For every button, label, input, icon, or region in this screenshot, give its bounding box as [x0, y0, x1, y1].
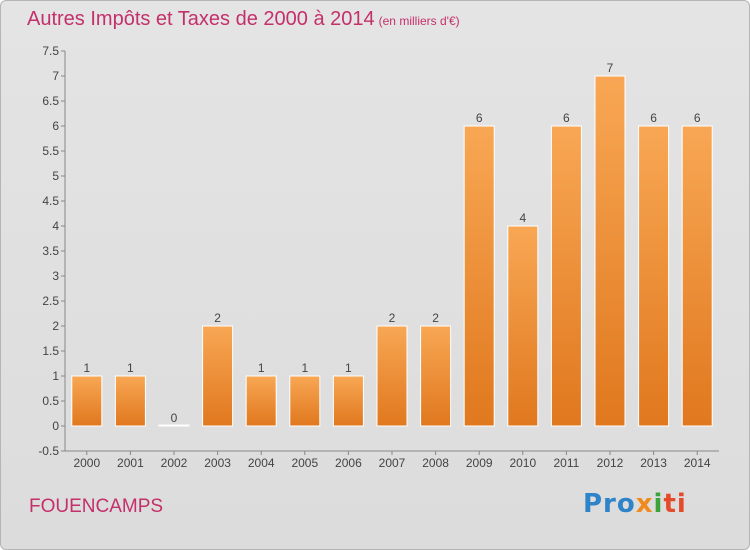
x-tick-label: 2014: [684, 456, 711, 470]
value-label-2003: 2: [214, 311, 221, 325]
x-tick-label: 2002: [161, 456, 188, 470]
y-tick-label: 2.5: [42, 294, 59, 308]
y-tick-label: 7.5: [42, 44, 59, 58]
x-axis-ticks: 2000 2001 2002 2003 2004 2005 2006 2007 2008 2009…: [73, 451, 711, 470]
x-tick-label: 2010: [509, 456, 536, 470]
value-label-2014: 6: [694, 111, 701, 125]
bar-2004: [245, 375, 277, 427]
x-tick-label: 2012: [597, 456, 624, 470]
value-label-2002: 0: [171, 411, 178, 425]
proxiti-logo: Proxiti: [583, 489, 687, 519]
logo-part-x: x: [635, 489, 654, 519]
value-label-2012: 7: [607, 61, 614, 75]
chart-title-unit: (en milliers d'€): [378, 14, 460, 28]
x-tick-label: 2009: [466, 456, 493, 470]
chart-title: Autres Impôts et Taxes de 2000 à 2014 (en…: [27, 8, 460, 31]
y-tick-label: 1: [52, 369, 59, 383]
bar-2006: [332, 375, 364, 427]
x-tick-label: 2007: [379, 456, 406, 470]
y-tick-label: 6: [52, 119, 59, 133]
x-tick-label: 2006: [335, 456, 362, 470]
bar-2010: [507, 225, 539, 427]
bar-2011: [550, 125, 582, 427]
value-label-2008: 2: [432, 311, 439, 325]
y-tick-label: 0.5: [42, 394, 59, 408]
bar-2008: [420, 325, 452, 427]
y-axis-ticks: -0.5 0 0.5 1 1.5 2 2.5 3 3.5 4 4.5 5 5.5 6 6.5 7 7.5: [38, 44, 65, 458]
y-tick-label: 4.5: [42, 194, 59, 208]
bar-2005: [289, 375, 321, 427]
bar-2007: [376, 325, 408, 427]
commune-name: FOUENCAMPS: [29, 496, 164, 517]
value-label-2001: 1: [127, 361, 134, 375]
bar-2013: [638, 125, 670, 427]
value-label-2011: 6: [563, 111, 570, 125]
logo-part-ti: ti: [663, 489, 687, 519]
value-label-2004: 1: [258, 361, 265, 375]
y-tick-label: 3: [52, 269, 59, 283]
y-tick-label: 2: [52, 319, 59, 333]
logo-part-i: i: [653, 489, 664, 519]
bar-2014: [681, 125, 713, 427]
y-tick-label: 3.5: [42, 244, 59, 258]
x-tick-label: 2004: [248, 456, 275, 470]
y-tick-label: 4: [52, 219, 59, 233]
y-tick-label: 6.5: [42, 94, 59, 108]
bar-2002: [158, 424, 190, 427]
value-label-2007: 2: [389, 311, 396, 325]
bar-2000: [71, 375, 103, 427]
logo-part-pro: Pro: [583, 489, 636, 519]
value-label-2010: 4: [519, 211, 526, 225]
y-tick-label: 5: [52, 169, 59, 183]
y-tick-label: 5.5: [42, 144, 59, 158]
bar-2003: [202, 325, 234, 427]
value-label-2006: 1: [345, 361, 352, 375]
bars: [71, 75, 713, 427]
value-label-2009: 6: [476, 111, 483, 125]
value-labels: 1 1 0 2 1 1 1 2 2 6 4 6 7 6 6: [83, 61, 700, 425]
y-tick-label: -0.5: [38, 444, 59, 458]
bar-2009: [463, 125, 495, 427]
x-tick-label: 2005: [291, 456, 318, 470]
x-tick-label: 2013: [640, 456, 667, 470]
y-tick-label: 1.5: [42, 344, 59, 358]
value-label-2005: 1: [301, 361, 308, 375]
y-tick-label: 0: [52, 419, 59, 433]
x-tick-label: 2008: [422, 456, 449, 470]
x-tick-label: 2011: [553, 456, 579, 470]
bar-2001: [114, 375, 146, 427]
bar-2012: [594, 75, 626, 427]
value-label-2013: 6: [650, 111, 657, 125]
x-tick-label: 2003: [204, 456, 231, 470]
x-tick-label: 2001: [117, 456, 144, 470]
value-label-2000: 1: [83, 361, 90, 375]
x-tick-label: 2000: [73, 456, 100, 470]
y-tick-label: 7: [52, 69, 59, 83]
chart-title-text: Autres Impôts et Taxes de 2000 à 2014: [27, 8, 375, 30]
